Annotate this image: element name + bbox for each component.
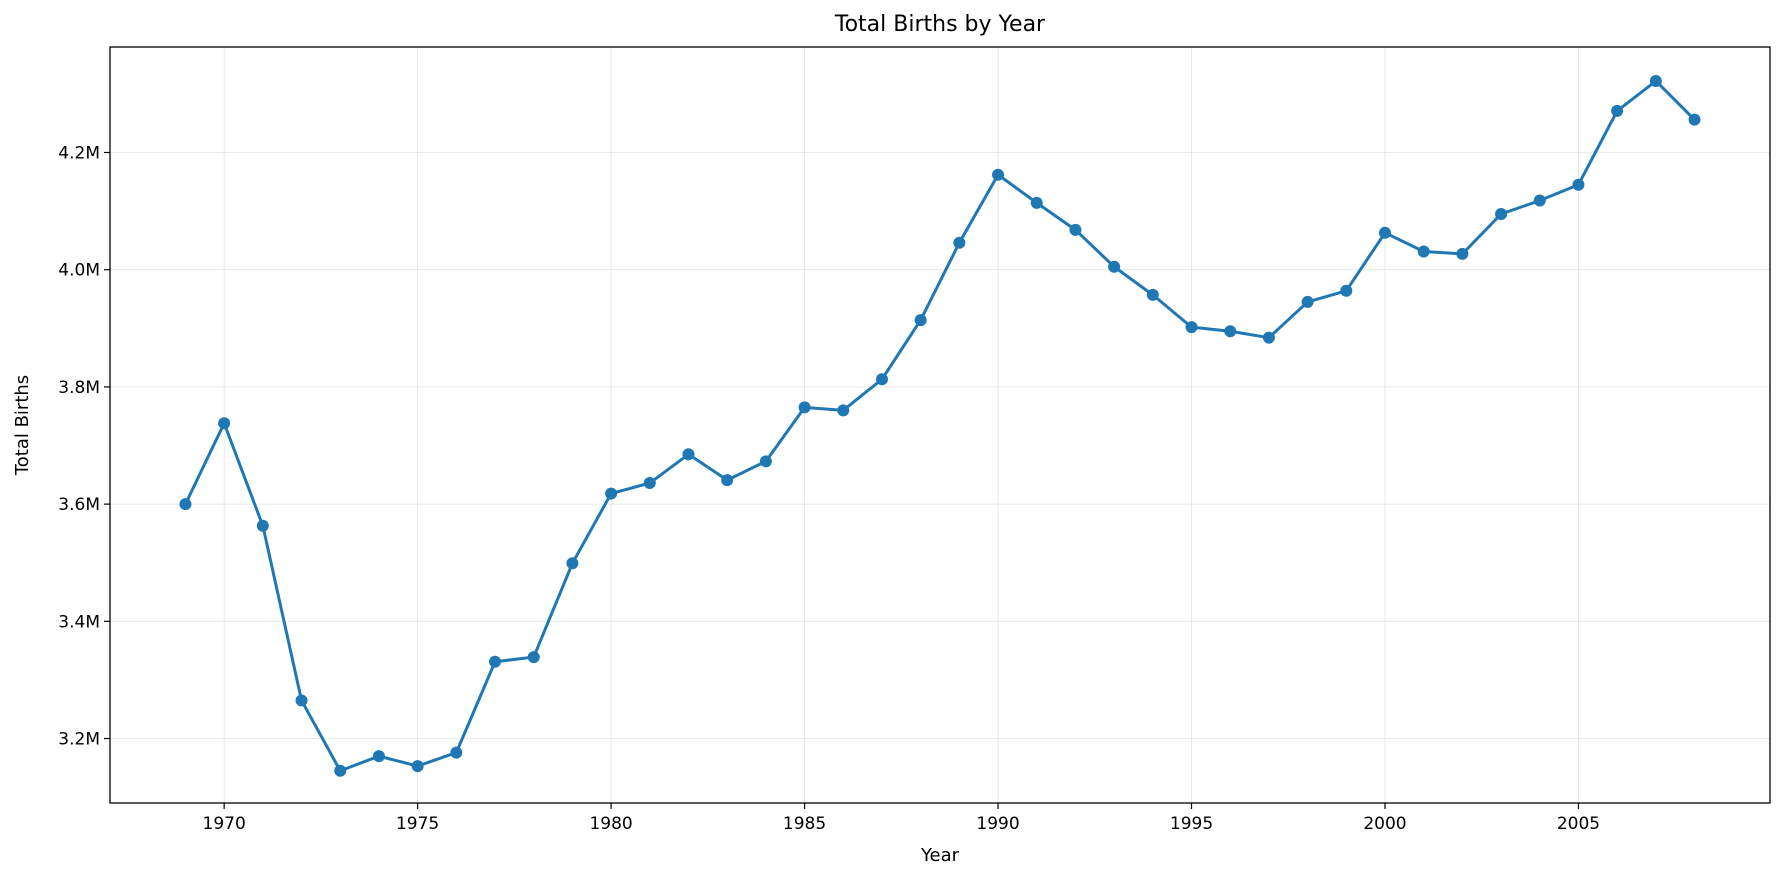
x-axis-label: Year	[920, 845, 960, 866]
data-point	[875, 373, 888, 386]
data-point	[992, 168, 1005, 181]
x-tick-label: 2005	[1557, 814, 1600, 834]
data-point	[798, 401, 811, 414]
data-point	[1378, 226, 1391, 239]
x-tick-label: 1995	[1170, 814, 1213, 834]
y-tick-label: 3.6M	[58, 495, 100, 515]
chart-title: Total Births by Year	[834, 12, 1046, 37]
x-tick-label: 1985	[783, 814, 826, 834]
y-tick-label: 3.8M	[58, 378, 100, 398]
data-point	[1340, 284, 1353, 297]
data-point	[1262, 331, 1275, 344]
data-point	[295, 694, 308, 707]
data-point	[1495, 208, 1508, 221]
y-tick-label: 4.2M	[58, 143, 100, 163]
data-point	[1611, 104, 1624, 117]
data-point	[527, 651, 540, 664]
data-point	[1417, 245, 1430, 258]
axis-ticks: 1970 1975 1980 1985 1990 1995 2000 2005 3.2M 3.4M…	[58, 143, 1600, 834]
data-point	[450, 746, 463, 759]
y-tick-label: 3.4M	[58, 612, 100, 632]
x-tick-label: 1980	[589, 814, 632, 834]
data-point	[1069, 223, 1082, 236]
x-tick-label: 1990	[976, 814, 1019, 834]
gridlines	[110, 47, 1770, 803]
data-point	[411, 760, 424, 773]
data-point	[372, 750, 385, 763]
data-point	[837, 404, 850, 417]
data-point	[1572, 178, 1585, 191]
y-axis-label: Total Births	[12, 375, 33, 476]
data-point	[218, 417, 231, 430]
data-point	[179, 498, 192, 511]
data-point	[1456, 247, 1469, 260]
data-point	[721, 474, 734, 487]
data-point	[1649, 74, 1662, 87]
data-point	[489, 655, 502, 668]
data-point	[953, 236, 966, 249]
data-point	[605, 487, 618, 500]
data-point	[1185, 321, 1198, 334]
x-tick-label: 2000	[1363, 814, 1406, 834]
data-point	[759, 455, 772, 468]
y-tick-label: 4.0M	[58, 261, 100, 281]
data-point	[1146, 288, 1159, 301]
data-point	[1108, 260, 1121, 273]
data-point	[1224, 325, 1237, 338]
data-point	[682, 448, 695, 461]
series-layer	[179, 74, 1701, 777]
data-point	[914, 314, 927, 327]
data-point	[1301, 295, 1314, 308]
data-point	[1688, 113, 1701, 126]
data-point	[334, 764, 347, 777]
data-point	[1030, 196, 1043, 209]
series-line	[184, 79, 1696, 773]
data-point	[1533, 194, 1546, 207]
data-point	[256, 519, 269, 532]
plot-frame	[109, 46, 1771, 804]
x-tick-label: 1970	[203, 814, 246, 834]
y-tick-label: 3.2M	[58, 730, 100, 750]
data-point	[566, 557, 579, 570]
x-tick-label: 1975	[396, 814, 439, 834]
data-point	[643, 477, 656, 490]
